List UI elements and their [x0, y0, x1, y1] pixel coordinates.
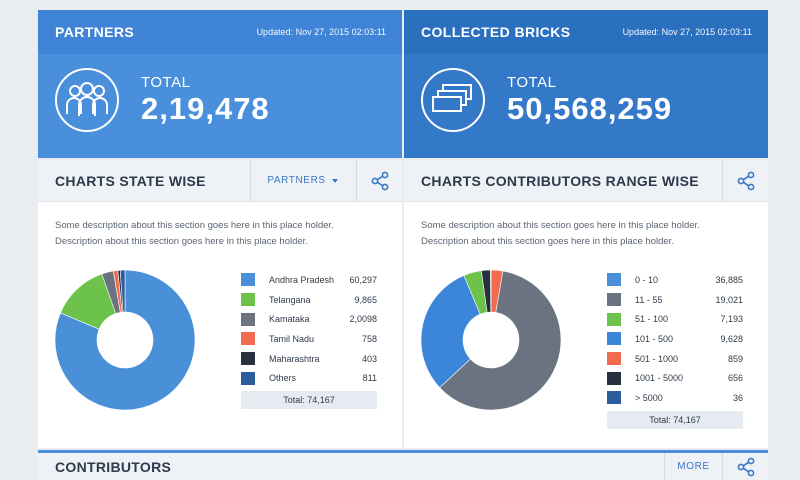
- legend-swatch: [241, 312, 255, 326]
- legend-swatch: [241, 352, 255, 366]
- legend-label: Others: [269, 373, 297, 384]
- legend-item: Kamataka 2,0098: [241, 309, 377, 329]
- legend-label: Kamataka: [269, 314, 310, 325]
- donut-slice-101-500: [420, 275, 481, 388]
- share-icon: [371, 171, 388, 190]
- range-chart-share-button[interactable]: [722, 160, 768, 201]
- bricks-updated: Updated: Nov 27, 2015 02:03:11: [622, 27, 752, 37]
- legend-swatch: [607, 352, 621, 366]
- contributors-share-button[interactable]: [722, 453, 768, 480]
- state-donut-chart: [54, 269, 196, 411]
- bricks-total-value: 50,568,259: [507, 90, 673, 126]
- legend-item: Maharashtra 403: [241, 349, 377, 369]
- legend-swatch: [607, 293, 621, 307]
- legend-swatch: [241, 332, 255, 346]
- legend-item: 11 - 55 19,021: [607, 290, 743, 310]
- partners-updated: Updated: Nov 27, 2015 02:03:11: [256, 27, 386, 37]
- range-chart-card: CHARTS CONTRIBUTORS RANGE WISE Some desc…: [404, 160, 768, 448]
- legend-label: 501 - 1000: [635, 353, 679, 364]
- legend-value: 859: [727, 353, 743, 364]
- range-donut-chart: [420, 269, 562, 411]
- partners-total-label: TOTAL: [141, 73, 191, 91]
- state-total: Total: 74,167: [241, 391, 377, 410]
- legend-value: 9,865: [354, 294, 377, 305]
- legend-value: 60,297: [349, 274, 377, 285]
- legend-label: 0 - 10: [635, 274, 659, 285]
- legend-label: Maharashtra: [269, 353, 320, 364]
- legend-swatch: [241, 293, 255, 307]
- range-chart-description-1: Some description about this section goes…: [421, 220, 700, 231]
- legend-label: Tamil Nadu: [269, 333, 315, 344]
- range-chart-description-2: Description about this section goes here…: [421, 236, 674, 247]
- legend-item: Others 811: [241, 368, 377, 388]
- legend-value: 19,021: [715, 294, 743, 305]
- partners-total-value: 2,19,478: [141, 90, 270, 126]
- state-chart-title: CHARTS STATE WISE: [55, 172, 206, 189]
- legend-item: Telangana 9,865: [241, 290, 377, 310]
- donut-slice-others: [119, 269, 126, 313]
- range-total: Total: 74,167: [607, 410, 743, 429]
- legend-label: > 5000: [635, 392, 663, 403]
- legend-swatch: [607, 391, 621, 405]
- legend-swatch: [607, 332, 621, 346]
- share-icon: [737, 457, 754, 476]
- legend-swatch: [607, 273, 621, 287]
- legend-value: 36,885: [715, 274, 743, 285]
- legend-item: 51 - 100 7,193: [607, 309, 743, 329]
- legend-value: 403: [361, 353, 377, 364]
- bricks-panel: COLLECTED BRICKS Updated: Nov 27, 2015 0…: [404, 10, 768, 158]
- legend-label: Telangana: [269, 294, 311, 305]
- partners-title: PARTNERS: [55, 24, 135, 40]
- contributors-title: CONTRIBUTORS: [55, 458, 172, 475]
- legend-label: 11 - 55: [635, 294, 663, 305]
- legend-swatch: [607, 312, 621, 326]
- legend-swatch: [241, 371, 255, 385]
- legend-item: 0 - 10 36,885: [607, 270, 743, 290]
- partners-panel: PARTNERS Updated: Nov 27, 2015 02:03:11 …: [38, 10, 402, 158]
- legend-value: 9,628: [720, 333, 743, 344]
- people-group-icon: [55, 68, 119, 132]
- legend-item: > 5000 36: [607, 388, 743, 408]
- state-chart-card: CHARTS STATE WISE PARTNERS Some descript…: [38, 160, 402, 448]
- legend-item: 101 - 500 9,628: [607, 329, 743, 349]
- more-button-label: MORE: [677, 461, 710, 472]
- caret-down-icon: [331, 178, 338, 183]
- legend-value: 811: [362, 373, 377, 384]
- legend-item: Tamil Nadu 758: [241, 329, 377, 349]
- legend-value: 2,0098: [349, 314, 377, 325]
- bricks-title: COLLECTED BRICKS: [421, 24, 571, 40]
- legend-value: 758: [361, 333, 377, 344]
- partners-dropdown-label: PARTNERS: [267, 175, 326, 186]
- stacked-bricks-icon: [421, 68, 485, 132]
- bricks-total-label: TOTAL: [507, 73, 557, 91]
- legend-value: 7,193: [720, 314, 743, 325]
- legend-item: 501 - 1000 859: [607, 349, 743, 369]
- range-legend: 0 - 10 36,885 11 - 55 19,021 51 - 100 7,193 10…: [607, 270, 743, 429]
- legend-item: 1001 - 5000 656: [607, 368, 743, 388]
- donut-slice-11-55: [439, 270, 562, 411]
- legend-label: Andhra Pradesh: [269, 274, 335, 285]
- legend-label: 51 - 100: [635, 314, 669, 325]
- legend-value: 656: [727, 373, 743, 384]
- partners-header: PARTNERS Updated: Nov 27, 2015 02:03:11: [38, 10, 402, 54]
- legend-swatch: [607, 371, 621, 385]
- contributors-bar: CONTRIBUTORS MORE: [38, 450, 768, 480]
- more-button[interactable]: MORE: [664, 453, 722, 480]
- range-chart-title: CHARTS CONTRIBUTORS RANGE WISE: [421, 172, 699, 189]
- donut-slice-andhra-pradesh: [54, 269, 196, 411]
- state-chart-share-button[interactable]: [356, 160, 402, 201]
- state-chart-description-1: Some description about this section goes…: [55, 220, 334, 231]
- legend-item: Andhra Pradesh 60,297: [241, 270, 377, 290]
- share-icon: [737, 171, 754, 190]
- partners-dropdown[interactable]: PARTNERS: [250, 160, 356, 201]
- bricks-header: COLLECTED BRICKS Updated: Nov 27, 2015 0…: [404, 10, 768, 54]
- state-chart-description-2: Description about this section goes here…: [55, 236, 308, 247]
- legend-swatch: [241, 273, 255, 287]
- donut-slice--5000: [490, 269, 492, 313]
- legend-label: 1001 - 5000: [635, 373, 684, 384]
- legend-label: 101 - 500: [635, 333, 674, 344]
- legend-value: 36: [732, 392, 743, 403]
- state-legend: Andhra Pradesh 60,297 Telangana 9,865 Kamata…: [241, 270, 377, 410]
